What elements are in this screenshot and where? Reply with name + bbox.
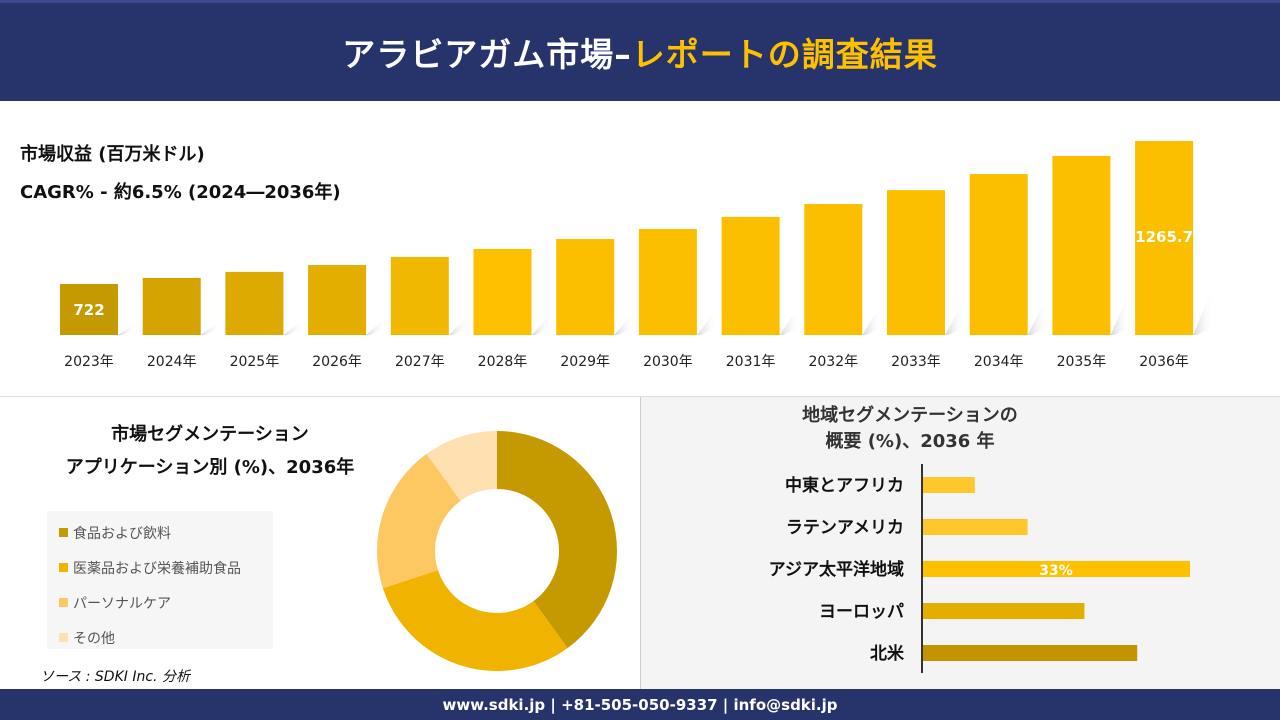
legend-item: 医薬品および栄養補助食品 xyxy=(59,550,273,585)
legend-item: 食品および飲料 xyxy=(59,515,273,550)
bar-2034年 xyxy=(969,174,1028,335)
legend-label: その他 xyxy=(73,630,115,647)
bar-2033年 xyxy=(887,190,945,335)
bar-shadow xyxy=(448,315,469,335)
bar-2025年 xyxy=(225,271,284,335)
x-tick-label: 2029年 xyxy=(560,354,610,370)
revenue-bar-chart: 2023年 722 2024年 2025年 2026年 2027年 2028年 2029年 20… xyxy=(60,141,1214,370)
bar-shadow xyxy=(1193,286,1214,335)
legend-item: パーソナルケア xyxy=(59,585,273,620)
bar-shadow xyxy=(696,308,717,335)
source-note: ソース : SDKI Inc. 分析 xyxy=(40,669,190,685)
x-tick-label: 2024年 xyxy=(147,354,197,370)
segment-title-line2: アプリケーション別 (%)、2036年 xyxy=(65,457,355,478)
region-label: 中東とアフリカ xyxy=(785,475,904,496)
x-tick-label: 2025年 xyxy=(230,354,280,370)
bar-2035年 xyxy=(1052,155,1111,335)
bar-shadow xyxy=(862,302,883,335)
legend-swatch xyxy=(59,598,68,607)
data-label: 33% xyxy=(1039,563,1073,579)
revenue-title: 市場収益 (百万米ドル) xyxy=(20,144,205,165)
title-main: アラビアガム市場– xyxy=(342,35,632,74)
bar-shadow xyxy=(200,320,221,335)
x-tick-label: 2026年 xyxy=(312,354,362,370)
bar-2029年 xyxy=(556,239,615,335)
legend-label: 医薬品および栄養補助食品 xyxy=(73,560,241,577)
bar-2026年 xyxy=(308,265,367,335)
x-tick-label: 2034年 xyxy=(974,354,1024,370)
bar-2030年 xyxy=(638,229,697,335)
bar-shadow xyxy=(779,305,800,335)
bar-shadow xyxy=(283,319,304,335)
x-tick-label: 2031年 xyxy=(726,354,776,370)
footer-contact: www.sdki.jp | +81-505-050-9337 | info@sd… xyxy=(0,689,1280,720)
legend-label: 食品および飲料 xyxy=(73,525,171,542)
donut-slice-1 xyxy=(382,570,568,671)
donut-legend: 食品および飲料医薬品および栄養補助食品 パーソナルケア その他 xyxy=(47,511,273,649)
region-bar xyxy=(922,477,975,493)
header-banner: アラビアガム市場–レポートの調査結果 xyxy=(0,0,1280,101)
bar-shadow xyxy=(531,313,552,335)
bar-shadow xyxy=(945,298,965,335)
region-panel xyxy=(640,397,1280,689)
region-bar xyxy=(922,603,1085,619)
bar-2032年 xyxy=(804,204,863,335)
legend-item: その他 xyxy=(59,620,273,655)
region-title-line2: 概要 (%)、2036 年 xyxy=(825,431,995,452)
bar-shadow xyxy=(1027,294,1048,335)
x-tick-label: 2032年 xyxy=(808,354,858,370)
segment-title: 市場セグメンテーションアプリケーション別 (%)、2036年 xyxy=(0,418,420,484)
x-tick-label: 2027年 xyxy=(395,354,445,370)
region-bar xyxy=(922,561,1190,577)
region-title-line1: 地域セグメンテーションの xyxy=(802,405,1018,426)
data-label: 722 xyxy=(73,301,104,319)
page-title: アラビアガム市場–レポートの調査結果 xyxy=(342,28,938,76)
x-tick-label: 2035年 xyxy=(1057,354,1107,370)
title-highlight: レポートの調査結果 xyxy=(631,35,938,74)
bar-2031年 xyxy=(721,216,780,335)
region-title: 地域セグメンテーションの 概要 (%)、2036 年 xyxy=(640,403,1280,455)
region-label: ラテンアメリカ xyxy=(786,518,904,538)
x-tick-label: 2033年 xyxy=(891,354,941,370)
bar-shadow xyxy=(614,311,635,335)
legend-swatch xyxy=(59,528,68,537)
x-tick-label: 2023年 xyxy=(64,354,114,370)
segment-title-line1: 市場セグメンテーション xyxy=(111,424,309,445)
x-tick-label: 2030年 xyxy=(643,354,693,370)
bar-2028年 xyxy=(473,249,532,335)
region-label: アジア太平洋地域 xyxy=(769,559,904,580)
bar-shadow xyxy=(118,322,138,335)
bar-2036年 xyxy=(1135,141,1194,335)
legend-swatch xyxy=(59,563,68,572)
bar-shadow xyxy=(1110,290,1131,335)
divider xyxy=(0,396,1280,397)
region-bar xyxy=(922,645,1138,661)
donut-slice-3 xyxy=(426,431,497,501)
legend-swatch xyxy=(59,633,68,642)
application-donut-chart xyxy=(377,431,617,671)
bar-2027年 xyxy=(390,256,449,335)
bar-2024年 xyxy=(142,277,201,335)
donut-slice-2 xyxy=(377,453,461,589)
data-label: 1265.7 xyxy=(1135,228,1193,246)
region-label: ヨーロッパ xyxy=(819,602,904,622)
region-bar xyxy=(922,519,1028,535)
donut-slice-0 xyxy=(497,431,617,649)
bar-shadow xyxy=(366,317,387,335)
cagr-subtitle: CAGR% - 約6.5% (2024―2036年) xyxy=(20,182,341,203)
x-tick-label: 2036年 xyxy=(1139,354,1189,370)
legend-label: パーソナルケア xyxy=(73,595,171,612)
x-tick-label: 2028年 xyxy=(478,354,528,370)
bar-2023年 xyxy=(60,284,118,335)
region-label: 北米 xyxy=(870,643,905,664)
